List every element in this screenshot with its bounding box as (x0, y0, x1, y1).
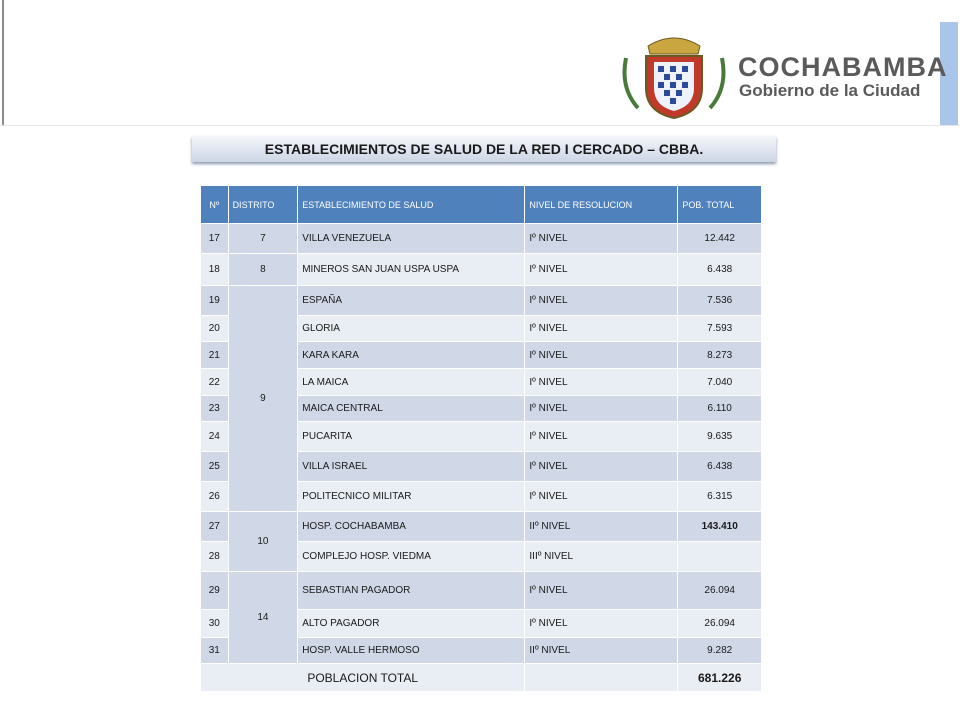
table-row: 28 COMPLEJO HOSP. VIEDMA IIIº NIVEL (200, 541, 762, 572)
establishment: COMPLEJO HOSP. VIEDMA (297, 541, 526, 572)
column-header: DISTRITO (227, 185, 299, 224)
establishment: PUCARITA (297, 421, 526, 452)
population: 12.442 (677, 223, 762, 254)
table-row: 25 VILLA ISRAEL Iº NIVEL 6.438 (200, 451, 762, 482)
level: Iº NIVEL (524, 315, 679, 342)
level: Iº NIVEL (524, 253, 679, 286)
population: 9.282 (677, 637, 762, 664)
table-row: 19 9 ESPAÑA Iº NIVEL 7.536 (200, 285, 762, 512)
level: Iº NIVEL (524, 451, 679, 482)
population: 26.094 (677, 609, 762, 638)
brand-subtitle: Gobierno de la Ciudad (739, 81, 921, 100)
level: IIº NIVEL (524, 637, 679, 664)
establishment: MAICA CENTRAL (297, 395, 526, 422)
column-header: NIVEL DE RESOLUCION (524, 185, 679, 224)
level: Iº NIVEL (524, 571, 679, 610)
table-row: 20 GLORIA Iº NIVEL 7.593 (200, 315, 762, 342)
level: Iº NIVEL (524, 481, 679, 512)
population: 9.635 (677, 421, 762, 452)
table-row: 23 MAICA CENTRAL Iº NIVEL 6.110 (200, 395, 762, 422)
district: 14 (227, 571, 299, 664)
row-number: 25 (200, 451, 229, 482)
population: 6.315 (677, 481, 762, 512)
level: Iº NIVEL (524, 395, 679, 422)
row-number: 22 (200, 368, 229, 396)
establishment: GLORIA (297, 315, 526, 342)
district: 7 (227, 223, 299, 254)
table-row: 30 ALTO PAGADOR Iº NIVEL 26.094 (200, 609, 762, 638)
row-number: 30 (200, 609, 229, 638)
population: 7.536 (677, 285, 762, 316)
total-value: 681.226 (677, 663, 762, 692)
level: Iº NIVEL (524, 421, 679, 452)
establishment: POLITECNICO MILITAR (297, 481, 526, 512)
row-number: 19 (200, 285, 229, 316)
row-number: 20 (200, 315, 229, 342)
establishment: VILLA VENEZUELA (297, 223, 526, 254)
table-row: 18 8 MINEROS SAN JUAN USPA USPA Iº NIVEL 6.4… (200, 253, 762, 286)
table-row: 17 7 VILLA VENEZUELA Iº NIVEL 12.442 (200, 223, 762, 254)
establishment: KARA KARA (297, 341, 526, 369)
level: IIº NIVEL (524, 511, 679, 542)
row-number: 29 (200, 571, 229, 610)
row-number: 18 (200, 253, 229, 286)
level: Iº NIVEL (524, 609, 679, 638)
brand: COCHABAMBA (738, 52, 948, 82)
column-header: Nº (200, 185, 229, 224)
total-row: POBLACION TOTAL 681.226 (199, 663, 762, 692)
table-row: 21 KARA KARA Iº NIVEL 8.273 (200, 341, 762, 369)
slide-title: ESTABLECIMIENTOS DE SALUD DE LA RED I CE… (192, 136, 776, 162)
row-number: 28 (200, 541, 229, 572)
health-table: Nº DISTRITO ESTABLECIMIENTO DE SALUD NIVEL … (199, 185, 762, 692)
district: 8 (227, 253, 299, 286)
accent-bar (940, 22, 958, 125)
population: 6.438 (677, 451, 762, 482)
population: 143.410 (677, 511, 762, 542)
level: Iº NIVEL (524, 368, 679, 396)
level: IIIº NIVEL (524, 541, 679, 572)
header-row: Nº DISTRITO ESTABLECIMIENTO DE SALUD NIVEL … (200, 185, 762, 224)
table-row: 29 14 SEBASTIAN PAGADOR Iº NIVEL 26.094 (200, 571, 762, 664)
population: 6.110 (677, 395, 762, 422)
establishment: ESPAÑA (297, 285, 526, 316)
divider (2, 0, 4, 125)
establishment: ALTO PAGADOR (297, 609, 526, 638)
level: Iº NIVEL (524, 285, 679, 316)
population (677, 541, 762, 572)
establishment: SEBASTIAN PAGADOR (297, 571, 526, 610)
establishment: HOSP. VALLE HERMOSO (297, 637, 526, 664)
population: 26.094 (677, 571, 762, 610)
table-row: 27 10 HOSP. COCHABAMBA IIº NIVEL 143.410 (200, 511, 762, 572)
row-number: 17 (200, 223, 229, 254)
column-header: POB. TOTAL (677, 185, 762, 224)
row-number: 31 (200, 637, 229, 664)
column-header: ESTABLECIMIENTO DE SALUD (297, 185, 526, 224)
coat-of-arms (622, 37, 726, 120)
row-number: 27 (200, 511, 229, 542)
row-number: 23 (200, 395, 229, 422)
population: 6.438 (677, 253, 762, 286)
establishment: LA MAICA (297, 368, 526, 396)
population: 7.593 (677, 315, 762, 342)
level: Iº NIVEL (524, 223, 679, 254)
empty-cell (524, 663, 679, 692)
row-number: 21 (200, 341, 229, 369)
district: 10 (227, 511, 299, 572)
establishment: VILLA ISRAEL (297, 451, 526, 482)
district: 9 (227, 285, 299, 512)
separator (0, 125, 960, 126)
total-label: POBLACION TOTAL (199, 663, 526, 692)
row-number: 26 (200, 481, 229, 512)
establishment: MINEROS SAN JUAN USPA USPA (297, 253, 526, 286)
row-number: 24 (200, 421, 229, 452)
population: 8.273 (677, 341, 762, 369)
population: 7.040 (677, 368, 762, 396)
level: Iº NIVEL (524, 341, 679, 369)
table-body: 17 7 VILLA VENEZUELA Iº NIVEL 12.442 18 8 MINER… (199, 223, 762, 692)
establishment: HOSP. COCHABAMBA (297, 511, 526, 542)
